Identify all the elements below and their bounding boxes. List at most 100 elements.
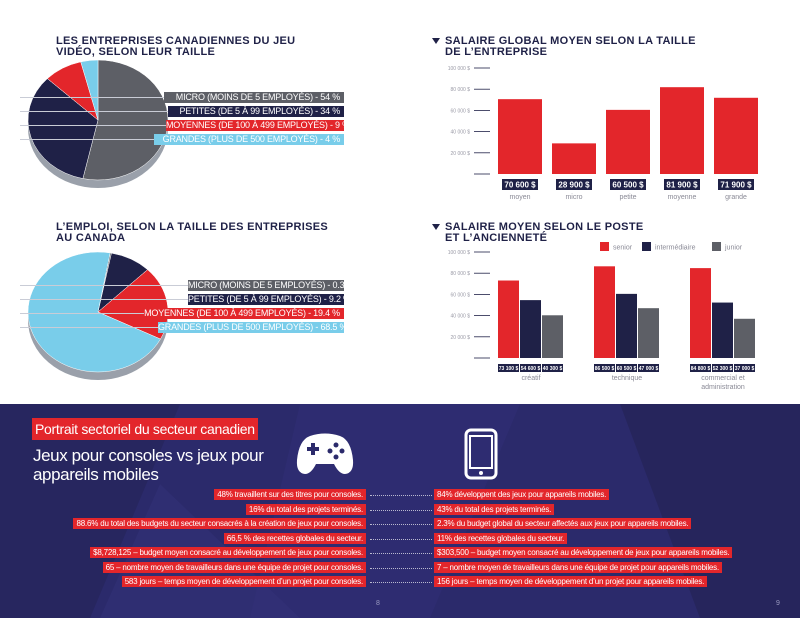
bar1-value-label-1: 28 900 $ <box>558 181 590 190</box>
pie1-chart <box>27 59 169 188</box>
bar2-bar-1-1 <box>616 293 637 358</box>
pie2-labels-leader-0 <box>20 285 188 286</box>
bar1-category-3: moyenne <box>668 194 697 201</box>
pie1-labels-leader-3 <box>20 139 154 140</box>
bar1-bar-0 <box>498 99 542 174</box>
bar2-bar-1-0 <box>594 266 615 358</box>
collapse-triangle-icon <box>432 38 440 44</box>
bar1-bar-1 <box>552 143 596 174</box>
pie2-title: L’EMPLOI, SELON LA TAILLE DES ENTREPRISE… <box>56 221 329 244</box>
bar2-value-box-0-1 <box>520 364 541 372</box>
bar2-legend-swatch-0 <box>600 242 609 251</box>
pie1-labels-label-0: MICRO (MOINS DE 5 EMPLOYÉS) - 54 % <box>164 92 344 103</box>
bar1-category-0: moyen <box>509 194 530 201</box>
bar2-value-box-1-2 <box>638 364 659 372</box>
bar1-bar-4 <box>714 97 758 174</box>
smartphone-icon <box>464 428 498 480</box>
bar2-legend-swatch-1 <box>642 242 651 251</box>
pie2-labels-label-0: MICRO (MOINS DE 5 EMPLOYÉS) - 0.3 % <box>188 280 355 291</box>
mobile-fact-2: 2.3% du budget global du secteur affecté… <box>434 518 692 529</box>
bar2-value-box-2-2 <box>734 364 755 372</box>
bar2-bar-0-1 <box>520 300 541 358</box>
pie2-slice-2 <box>97 269 169 340</box>
bar1-title: SALAIRE GLOBAL MOYEN SELON LA TAILLE DE … <box>445 35 696 58</box>
bar2-value-label-0-2: 40 300 $ <box>543 366 563 372</box>
pie1-labels-label-2: MOYENNES (DE 100 À 499 EMPLOYÉS) - 9 % <box>166 120 350 131</box>
connector-dots-6 <box>370 582 432 583</box>
connector-dots-3 <box>370 538 432 540</box>
pie2-slice-3 <box>27 251 161 373</box>
bar1-bar-3 <box>660 87 704 174</box>
pie2-labels-label-3: GRANDES (PLUS DE 500 EMPLOYÉS) - 68.5 % <box>158 322 348 333</box>
pie1-labels-label-1: PETITES (DE 5 À 99 EMPLOYÉS) - 34 % <box>168 106 344 117</box>
bar2-category-0: créatif <box>521 375 540 382</box>
consoles-fact-2: 88.6% du total des budgets du secteur co… <box>73 518 366 529</box>
bar2-chart: 100 000 $ 80 000 $ 60 000 $ 40 000 $ 20 000 … <box>448 242 755 391</box>
bar1-chart: 100 000 $ 80 000 $ 60 000 $ 40 000 $ 20 000 … <box>448 66 758 201</box>
bar2-value-label-1-1: 60 500 $ <box>617 366 637 372</box>
bar2-ytick-2: 60 000 $ <box>451 292 471 298</box>
bar2-legend-swatch-2 <box>712 242 721 251</box>
bottom-subheading: Jeux pour consoles vs jeux pour appareil… <box>33 446 264 484</box>
page-number-right: 9 <box>776 600 780 607</box>
mobile-fact-5: 7 – nombre moyen de travailleurs dans un… <box>434 561 723 573</box>
pie2-chart <box>27 251 169 380</box>
connector-dots-1 <box>370 509 432 511</box>
connector-dots-5 <box>370 567 432 569</box>
bar1-value-box-3 <box>664 179 700 190</box>
bar1-value-box-4 <box>718 179 754 190</box>
pie2-section: L’EMPLOI, SELON LA TAILLE DES ENTREPRISE… <box>56 222 376 244</box>
bar1-ytick-4: 20 000 $ <box>451 151 471 157</box>
bar2-legend-label-2: junior <box>724 245 743 252</box>
mobile-fact-0: 84% développent des jeux pour appareils … <box>434 489 610 500</box>
pie1-section: LES ENTREPRISES CANADIENNES DU JEU VIDÉO… <box>56 36 376 206</box>
pie2-labels-label-2: MOYENNES (DE 100 À 499 EMPLOYÉS) - 19.4 … <box>144 308 344 319</box>
pie1-title: LES ENTREPRISES CANADIENNES DU JEU VIDÉO… <box>56 35 296 58</box>
bar1-bar-2 <box>606 109 650 174</box>
pie2-slices <box>27 251 169 380</box>
mobile-fact-6: 156 jours – temps moyen de développement… <box>434 576 708 587</box>
pie1-slice-3 <box>80 59 99 121</box>
bar2-value-label-0-0: 73 100 $ <box>499 366 519 372</box>
bar1-ytick-1: 80 000 $ <box>451 87 471 93</box>
consoles-fact-4: $8,728,125 – budget moyen consacré au dé… <box>90 547 366 558</box>
pie1-labels-leader-0 <box>20 97 164 98</box>
mobile-fact-1: 43% du total des projets terminés. <box>434 503 555 515</box>
bar2-value-box-2-1 <box>712 364 733 372</box>
bar2-value-label-0-1: 54 600 $ <box>521 366 541 372</box>
pie2-labels-leader-3 <box>20 327 158 328</box>
connector-dots-2 <box>370 524 432 525</box>
bar2-category-2-line2: administration <box>701 384 745 391</box>
consoles-fact-3: 66,5 % des recettes globales du secteur. <box>223 532 366 544</box>
consoles-fact-5: 65 – nombre moyen de travailleurs dans u… <box>102 561 366 573</box>
pie1-slices <box>27 59 169 188</box>
bar1-value-box-1 <box>556 179 592 190</box>
bar2-legend-label-1: intermédiaire <box>655 245 696 252</box>
mobile-fact-4: $303,500 – budget moyen consacré au déve… <box>434 547 733 558</box>
bar2-ytick-1: 80 000 $ <box>451 271 471 277</box>
bar2-value-label-2-1: 52 300 $ <box>713 366 733 372</box>
connector-dots-4 <box>370 553 432 554</box>
bar2-value-label-2-0: 84 800 $ <box>691 366 711 372</box>
consoles-fact-6: 583 jours – temps moyen de développement… <box>121 576 366 587</box>
consoles-fact-0: 48% travaillent sur des titres pour cons… <box>214 489 366 500</box>
bar2-value-box-1-1 <box>616 364 637 372</box>
bar1-value-label-0: 70 600 $ <box>504 181 536 190</box>
bar2-ytick-0: 100 000 $ <box>448 250 470 256</box>
mobile-fact-3: 11% des recettes globales du secteur. <box>434 532 568 544</box>
bar1-category-4: grande <box>725 194 747 201</box>
bottom-band: Portrait sectoriel du secteur canadien J… <box>0 404 800 618</box>
bar2-value-box-2-0 <box>690 364 711 372</box>
bar2-ytick-4: 20 000 $ <box>451 335 471 341</box>
consoles-fact-1: 16% du total des projets terminés. <box>245 503 366 515</box>
bar1-ytick-3: 40 000 $ <box>451 130 471 136</box>
bar2-ytick-3: 40 000 $ <box>451 314 471 320</box>
bar2-value-label-1-0: 86 500 $ <box>595 366 615 372</box>
bar2-bar-0-2 <box>542 315 563 358</box>
bar2-section: SALAIRE MOYEN SELON LE POSTE ET L’ANCIEN… <box>432 222 772 244</box>
bar1-value-box-0 <box>502 179 538 190</box>
connector-dots-0 <box>370 495 432 496</box>
bar1-category-1: micro <box>565 194 582 201</box>
bar1-section: SALAIRE GLOBAL MOYEN SELON LA TAILLE DE … <box>432 36 772 58</box>
collapse-triangle-icon <box>432 224 440 230</box>
